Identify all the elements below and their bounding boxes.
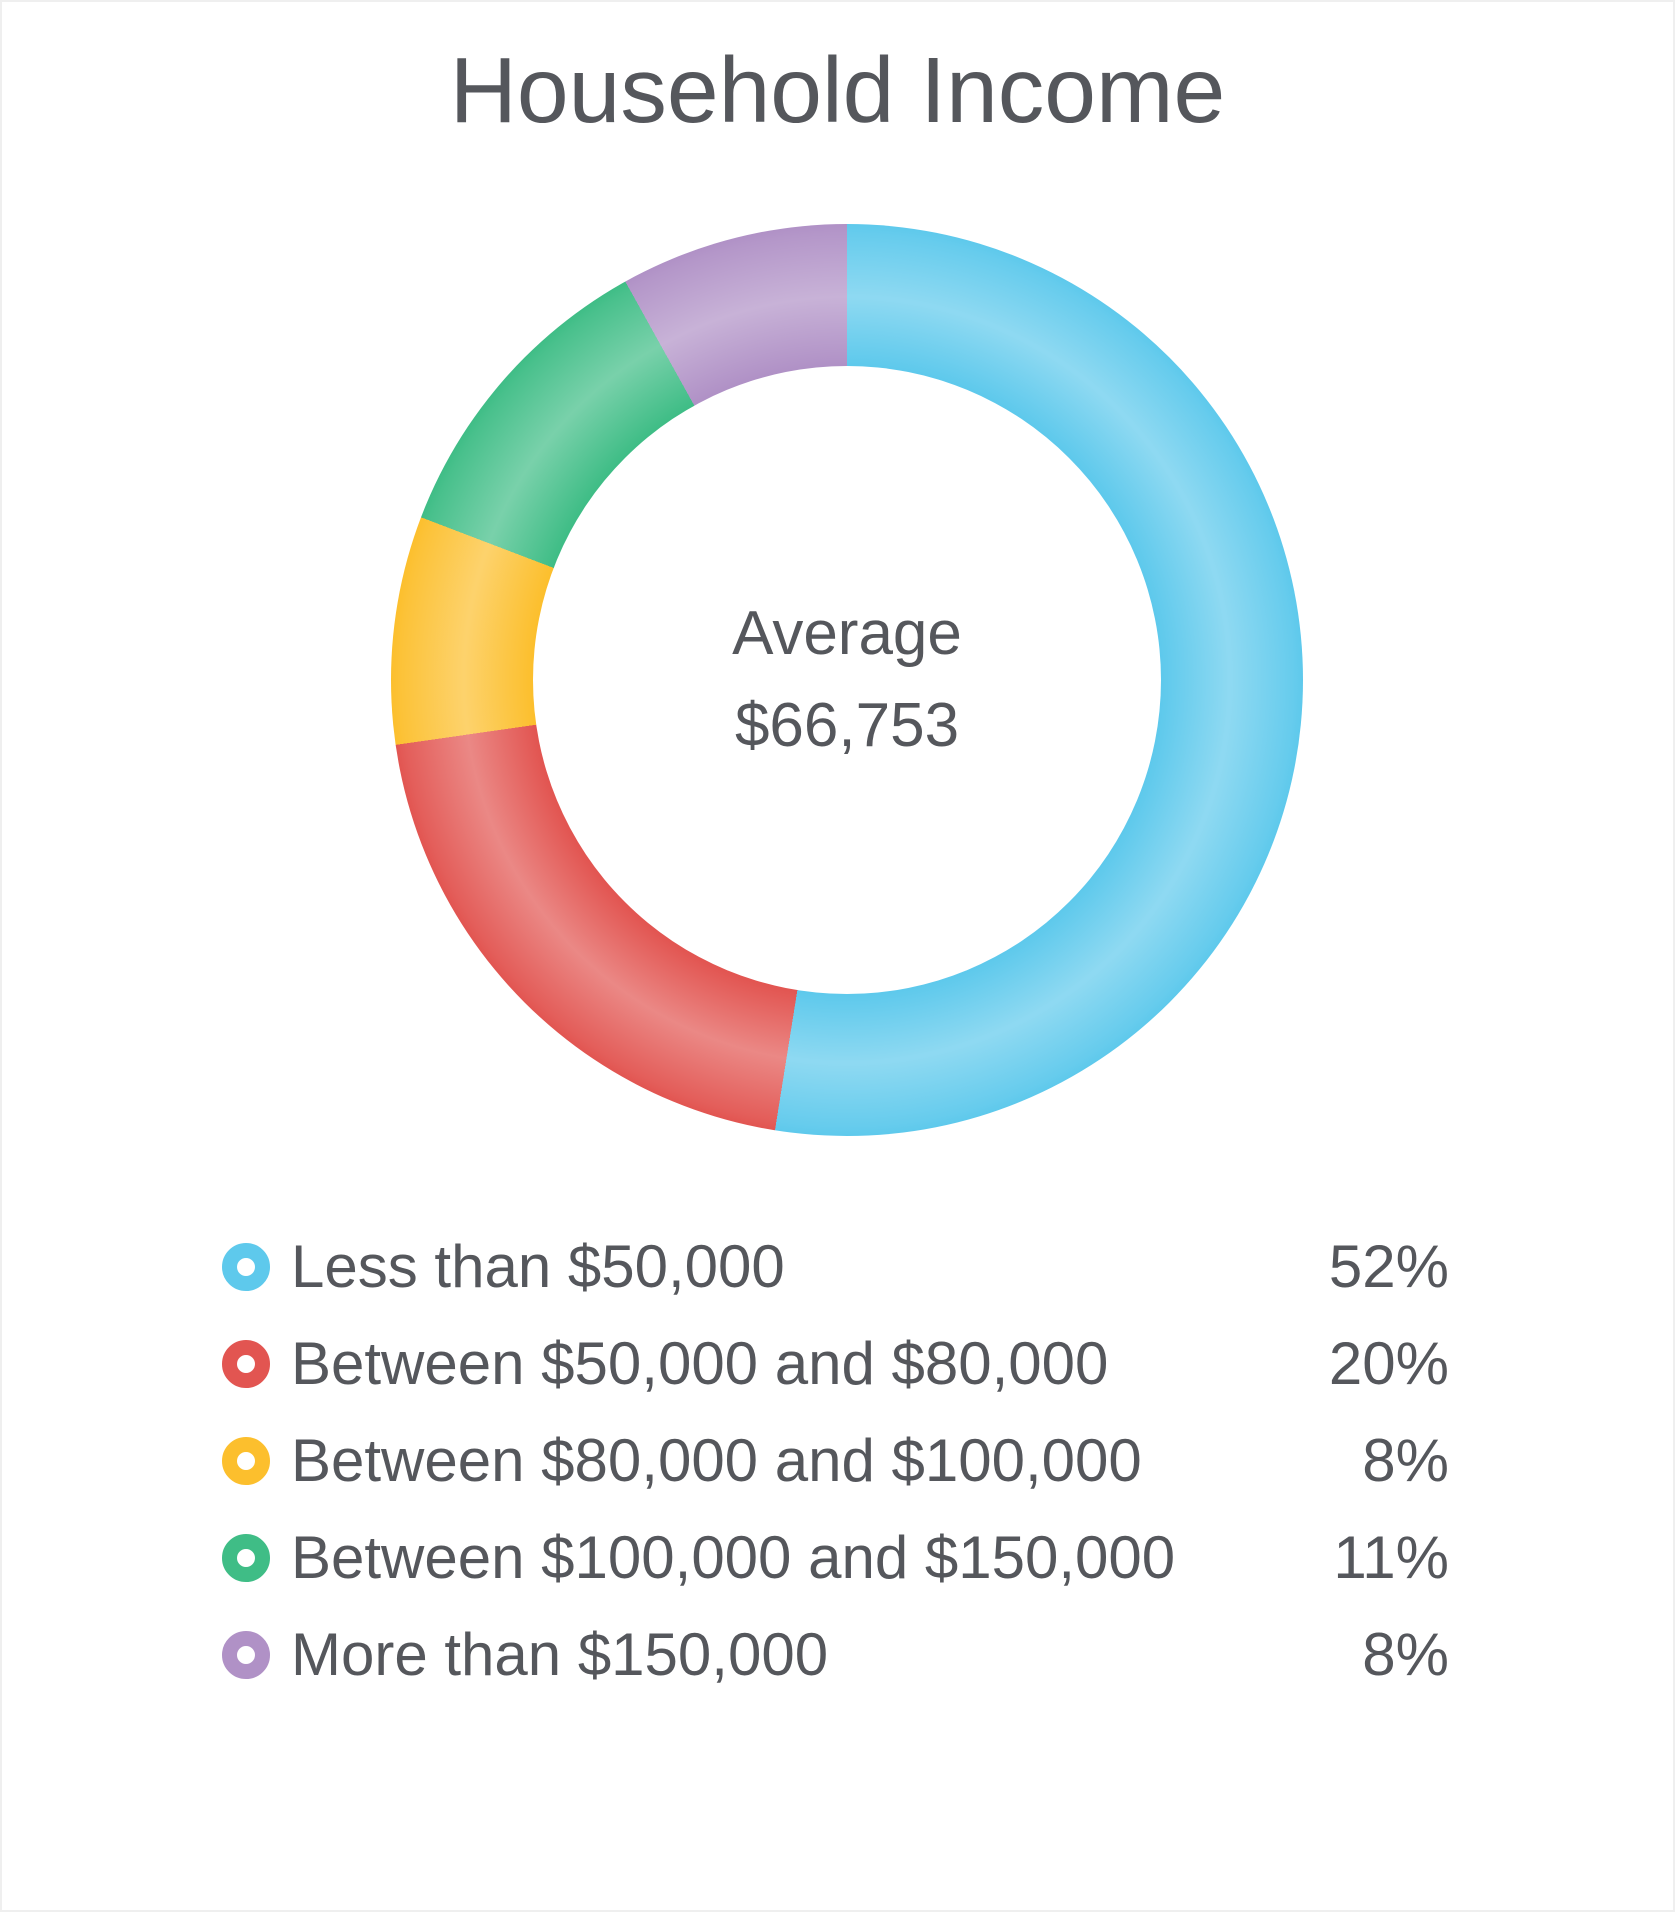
donut-center-label: Average $66,753 bbox=[732, 588, 962, 772]
legend-label: More than $150,000 bbox=[291, 1621, 829, 1688]
donut-chart[interactable]: Average $66,753 bbox=[391, 224, 1303, 1136]
chart-title: Household Income bbox=[449, 38, 1226, 142]
legend-percent: 8% bbox=[1362, 1427, 1449, 1494]
donut-hole: Average $66,753 bbox=[533, 366, 1161, 994]
legend-item-more-than-150k[interactable]: More than $150,000 8% bbox=[222, 1606, 1449, 1703]
legend-percent: 11% bbox=[1333, 1524, 1449, 1591]
legend-label: Less than $50,000 bbox=[291, 1233, 785, 1300]
legend-label: Between $50,000 and $80,000 bbox=[291, 1330, 1109, 1397]
legend-item-100k-150k[interactable]: Between $100,000 and $150,000 11% bbox=[222, 1509, 1449, 1606]
legend-label: Between $80,000 and $100,000 bbox=[291, 1427, 1142, 1494]
legend-item-80k-100k[interactable]: Between $80,000 and $100,000 8% bbox=[222, 1412, 1449, 1509]
legend-label: Between $100,000 and $150,000 bbox=[291, 1524, 1176, 1591]
legend-ring-icon bbox=[222, 1242, 270, 1291]
legend-ring-icon bbox=[222, 1339, 270, 1388]
chart-legend: Less than $50,000 52% Between $50,000 an… bbox=[222, 1218, 1449, 1703]
legend-percent: 8% bbox=[1362, 1621, 1449, 1688]
legend-ring-icon bbox=[222, 1533, 270, 1582]
center-label-line1: Average bbox=[732, 599, 962, 668]
legend-item-50k-80k[interactable]: Between $50,000 and $80,000 20% bbox=[222, 1315, 1449, 1412]
legend-percent: 52% bbox=[1328, 1233, 1449, 1300]
legend-ring-icon bbox=[222, 1436, 270, 1485]
legend-item-less-than-50k[interactable]: Less than $50,000 52% bbox=[222, 1218, 1449, 1315]
legend-ring-icon bbox=[222, 1630, 270, 1679]
center-label-line2: $66,753 bbox=[734, 691, 960, 760]
legend-percent: 20% bbox=[1328, 1330, 1449, 1397]
